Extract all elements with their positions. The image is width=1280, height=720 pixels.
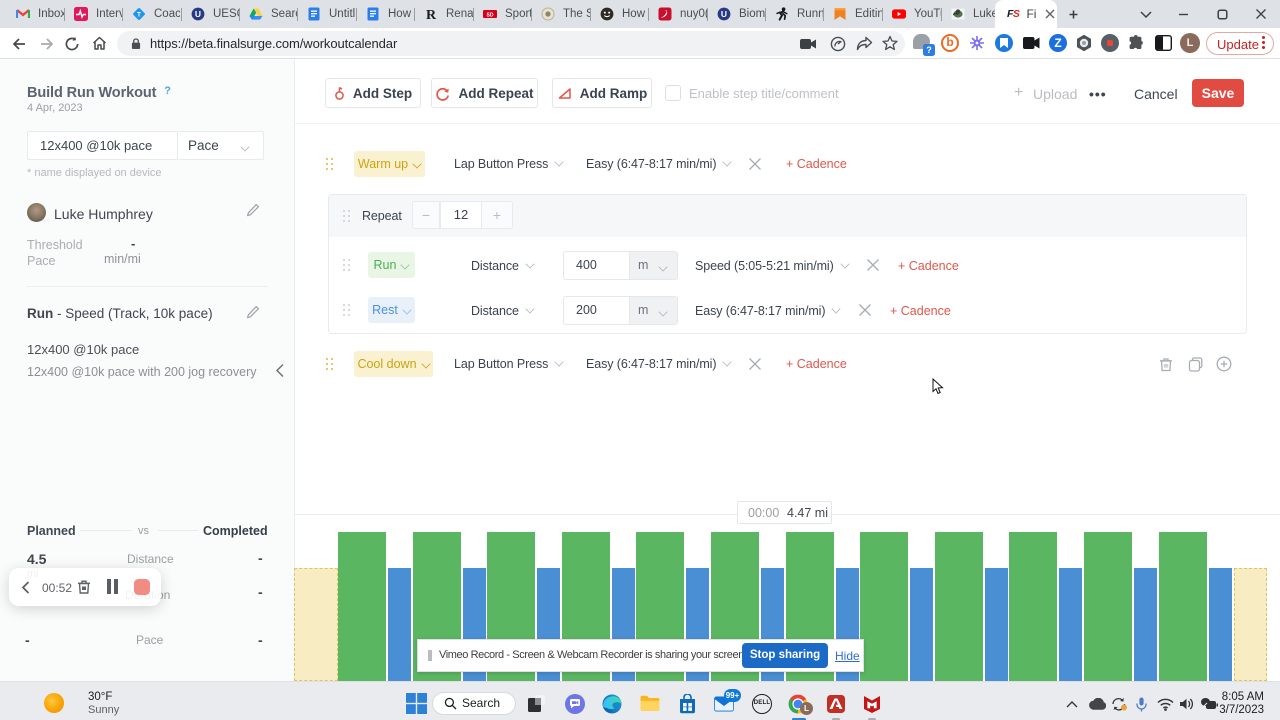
svg-text:SD: SD (487, 13, 494, 19)
svg-text:T: T (137, 11, 141, 18)
svg-text:U: U (721, 9, 727, 19)
svg-text:U: U (195, 9, 201, 19)
svg-text:R: R (426, 8, 437, 21)
